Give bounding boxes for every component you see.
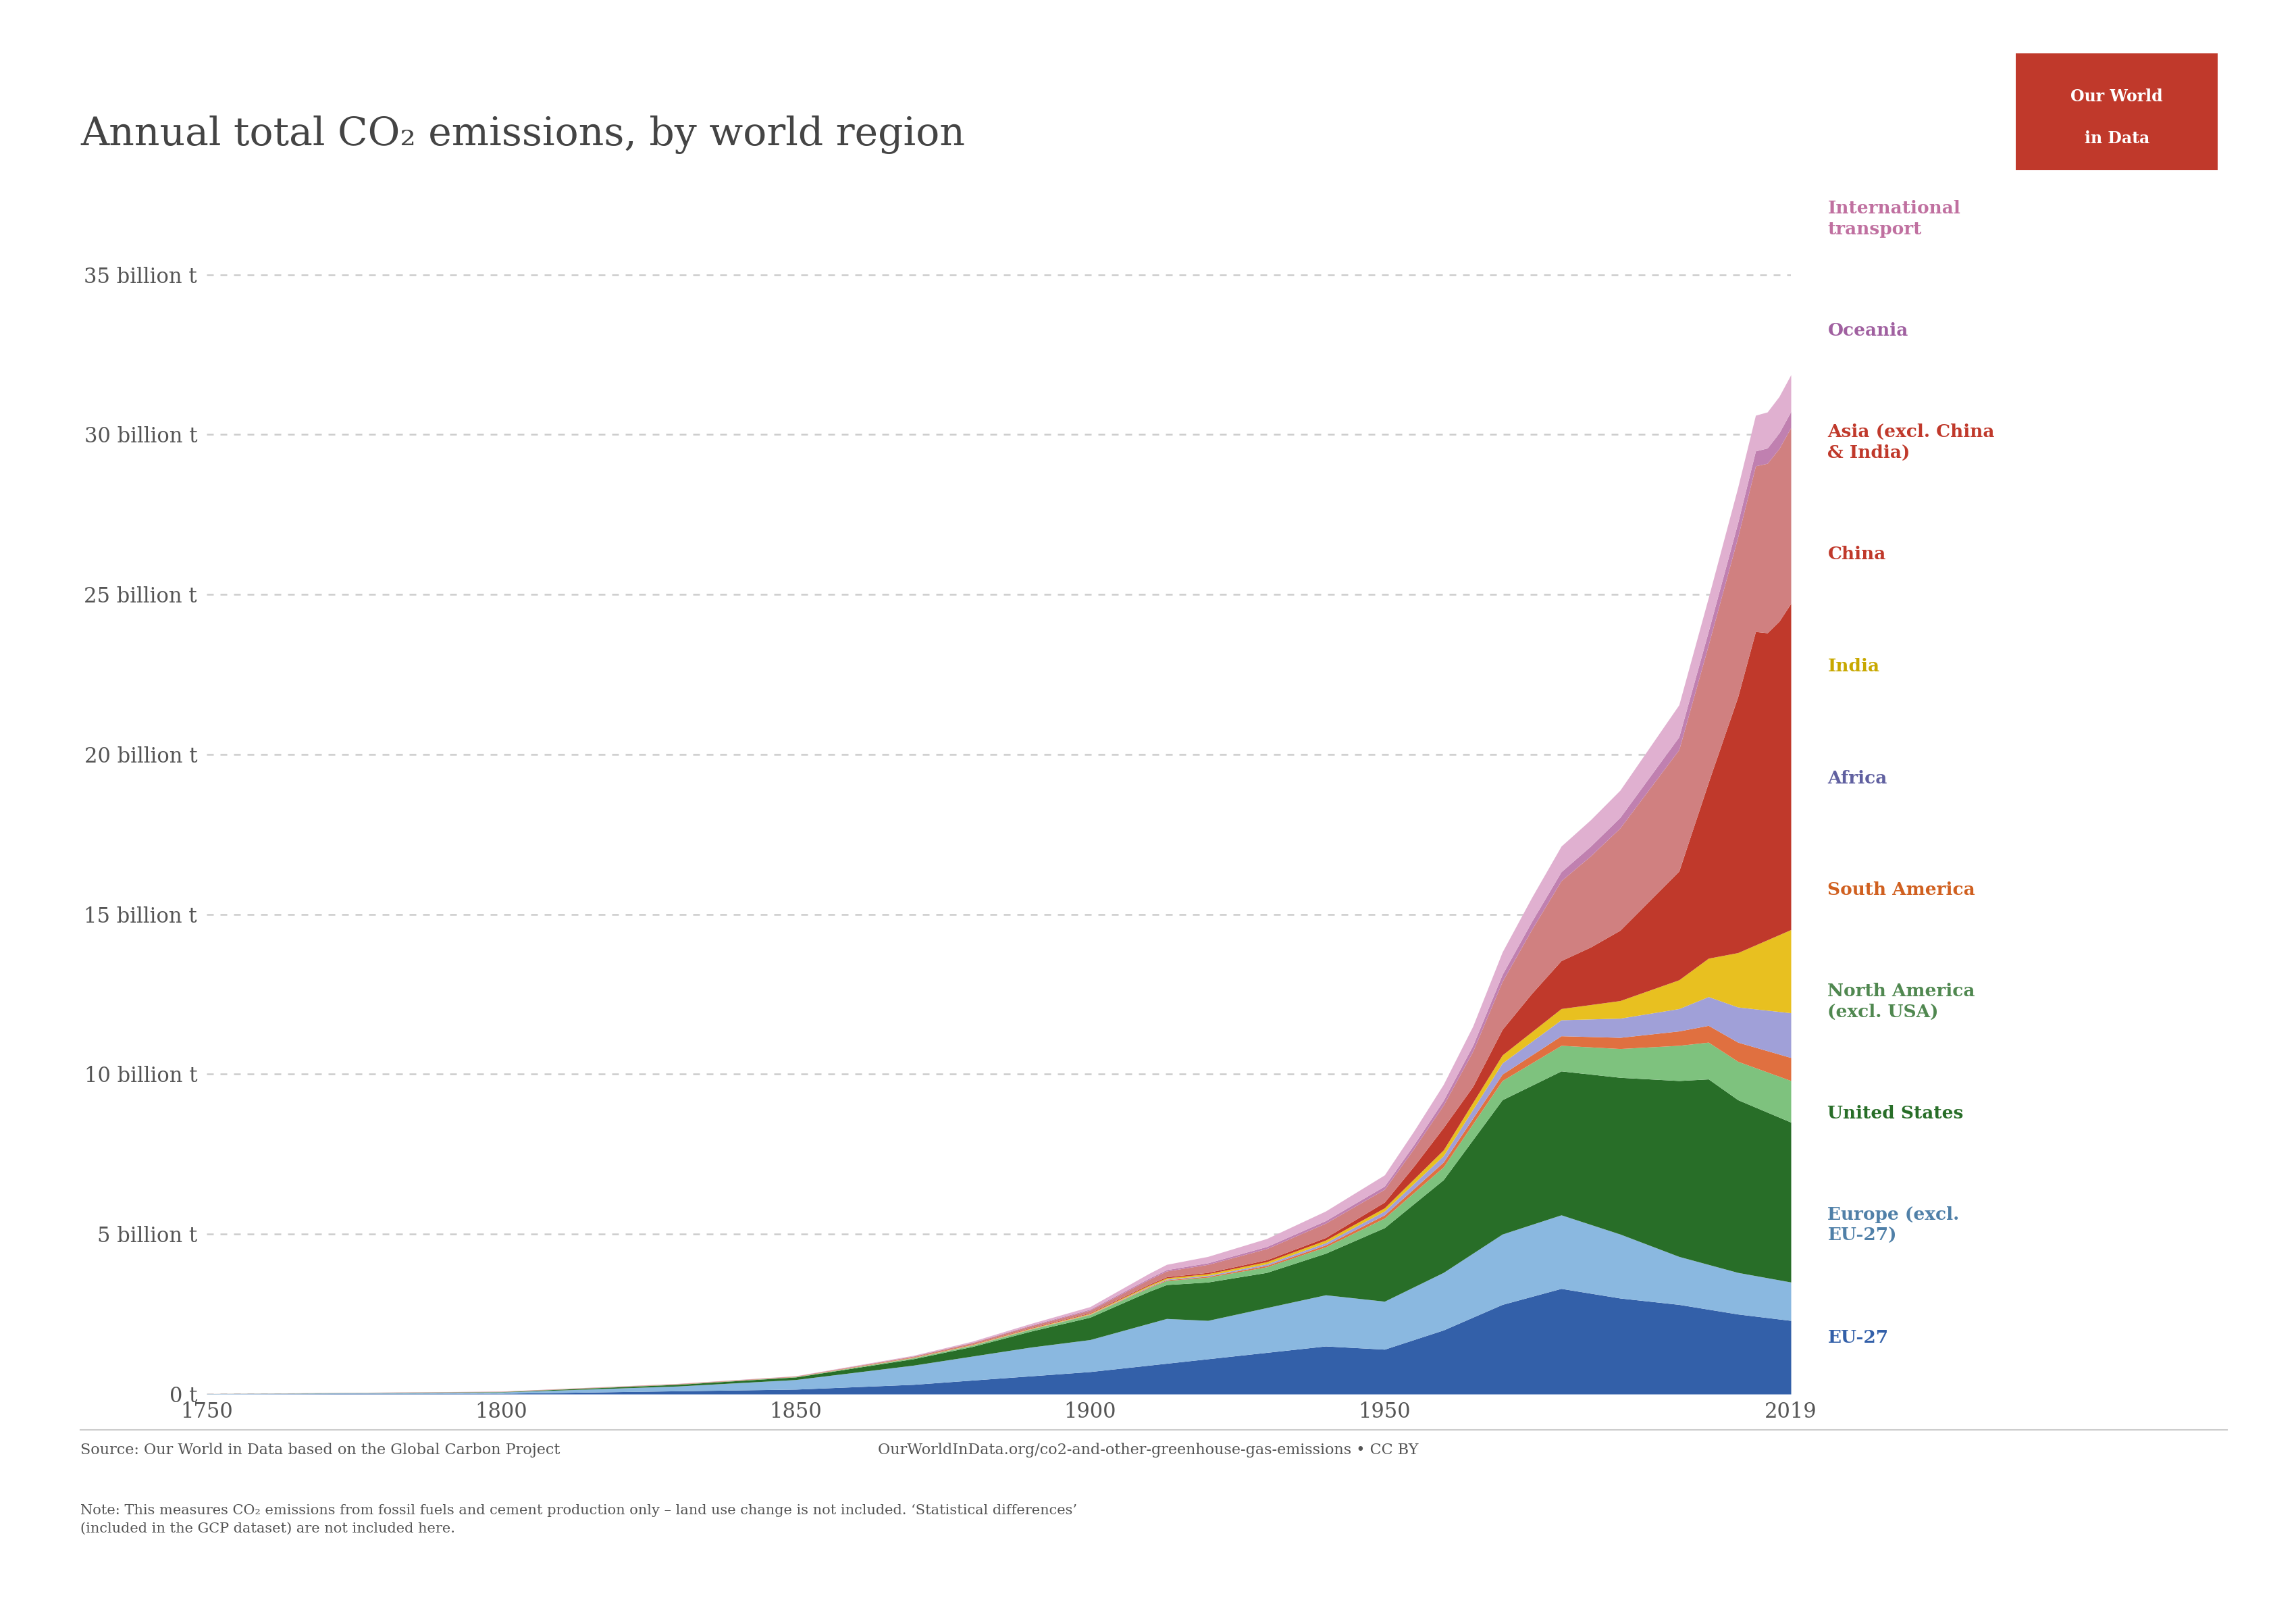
Text: Annual total CO₂ emissions, by world region: Annual total CO₂ emissions, by world reg…: [80, 115, 964, 154]
Text: International
transport: International transport: [1828, 199, 1961, 238]
Text: Europe (excl.
EU-27): Europe (excl. EU-27): [1828, 1206, 1958, 1245]
Text: India: India: [1828, 658, 1880, 674]
Text: OurWorldInData.org/co2-and-other-greenhouse-gas-emissions • CC BY: OurWorldInData.org/co2-and-other-greenho…: [877, 1443, 1419, 1457]
Text: Africa: Africa: [1828, 770, 1887, 786]
Text: Source: Our World in Data based on the Global Carbon Project: Source: Our World in Data based on the G…: [80, 1443, 560, 1457]
Text: South America: South America: [1828, 882, 1975, 898]
Text: Oceania: Oceania: [1828, 323, 1908, 339]
Text: China: China: [1828, 546, 1885, 562]
Text: Our World: Our World: [2071, 89, 2163, 105]
Text: Note: This measures CO₂ emissions from fossil fuels and cement production only –: Note: This measures CO₂ emissions from f…: [80, 1504, 1077, 1535]
Text: EU-27: EU-27: [1828, 1329, 1890, 1345]
Text: in Data: in Data: [2085, 131, 2149, 148]
Text: Asia (excl. China
& India): Asia (excl. China & India): [1828, 423, 1995, 462]
Text: North America
(excl. USA): North America (excl. USA): [1828, 982, 1975, 1021]
Text: United States: United States: [1828, 1106, 1963, 1122]
